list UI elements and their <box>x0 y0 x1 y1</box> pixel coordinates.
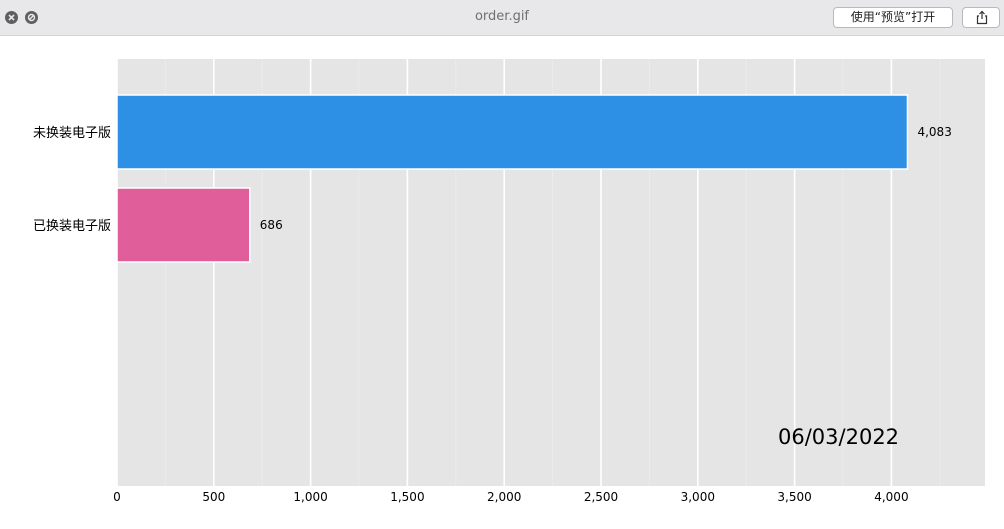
x-tick-label-2: 1,000 <box>293 490 327 504</box>
value-label-0: 4,083 <box>917 125 951 139</box>
x-tick-label-8: 4,000 <box>874 490 908 504</box>
bar-0 <box>116 94 909 170</box>
x-tick-label-3: 1,500 <box>390 490 424 504</box>
x-tick-label-5: 2,500 <box>584 490 618 504</box>
x-tick-label-4: 2,000 <box>487 490 521 504</box>
x-tick-label-7: 3,500 <box>777 490 811 504</box>
bar-1 <box>116 187 251 263</box>
date-annotation: 06/03/2022 <box>778 425 899 449</box>
minimize-icon[interactable] <box>25 11 38 24</box>
close-icon[interactable] <box>5 11 18 24</box>
x-tick-label-1: 500 <box>202 490 225 504</box>
bars <box>116 94 909 263</box>
category-label-1: 已换装电子版 <box>33 219 111 234</box>
value-label-1: 686 <box>260 218 283 232</box>
category-label-0: 未换装电子版 <box>33 126 111 141</box>
value-labels: 4,083 686 <box>260 125 952 232</box>
window-titlebar: order.gif 使用“预览”打开 <box>0 0 1004 36</box>
share-icon <box>976 10 988 25</box>
window-title: order.gif <box>474 9 530 24</box>
x-tick-labels: 0 500 1,000 1,500 2,000 2,500 3,000 3,500 4,000 <box>113 490 908 504</box>
x-tick-label-0: 0 <box>113 490 121 504</box>
x-tick-label-6: 3,000 <box>681 490 715 504</box>
share-button[interactable] <box>962 7 1000 28</box>
open-with-preview-button[interactable]: 使用“预览”打开 <box>833 7 953 28</box>
